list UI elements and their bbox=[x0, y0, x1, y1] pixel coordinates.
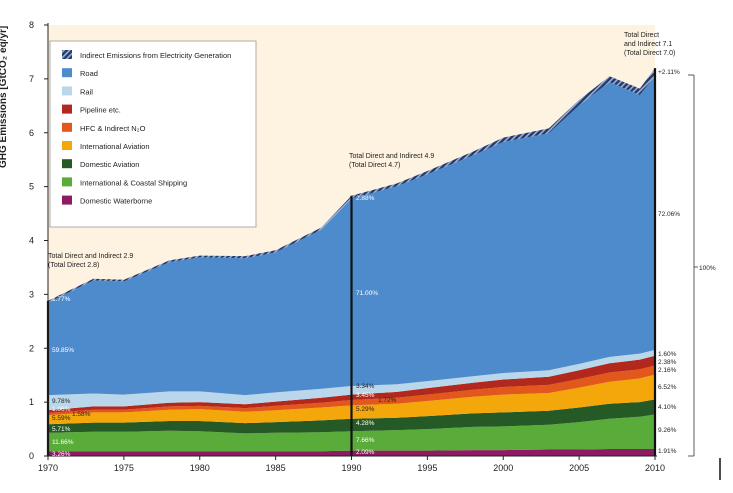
pct-1970-shipping: 11.66% bbox=[52, 439, 74, 446]
legend-label: Indirect Emissions from Electricity Gene… bbox=[80, 51, 231, 60]
legend-label: Road bbox=[80, 69, 98, 78]
area-domestic-aviation bbox=[48, 399, 655, 434]
y-tick-label: 2 bbox=[29, 343, 34, 353]
pct-2010-pipeline: 2.38% bbox=[658, 359, 677, 366]
legend-label: Rail bbox=[80, 87, 93, 96]
legend-label: Domestic Aviation bbox=[80, 160, 139, 169]
pct-1990-shipping: 7.66% bbox=[356, 437, 375, 444]
pct-1990-waterborne: 2.09% bbox=[356, 449, 375, 456]
legend-swatch bbox=[62, 177, 72, 187]
pct-1970-dom-aviation: 5.71% bbox=[52, 426, 71, 433]
legend-swatch bbox=[62, 159, 72, 169]
pct-1970-road: 59.85% bbox=[52, 347, 74, 354]
legend-label: International & Coastal Shipping bbox=[80, 178, 187, 187]
annotation-1970: Total Direct and Indirect 2.9 (Total Dir… bbox=[48, 253, 133, 269]
legend-box bbox=[49, 40, 257, 228]
legend-swatch bbox=[62, 141, 72, 150]
area-international-aviation bbox=[48, 374, 655, 425]
pct-2010-intl-aviation: 6.52% bbox=[658, 384, 677, 391]
pct-1970-pipeline: 1.06% bbox=[52, 406, 71, 413]
y-tick-label: 0 bbox=[29, 451, 34, 461]
pct-2010-road: 72.06% bbox=[658, 211, 680, 218]
pct-1990-indirect: 2.88% bbox=[356, 195, 375, 202]
x-tick-label: 1980 bbox=[190, 463, 210, 473]
pct-2010-indirect: +2.11% bbox=[658, 69, 680, 76]
pct-1990-dom-aviation: 4.28% bbox=[356, 420, 375, 427]
legend-label: International Aviation bbox=[80, 142, 150, 151]
pct-1990-road: 71.00% bbox=[356, 290, 378, 297]
pct-1970-indirect: 1.77% bbox=[52, 296, 71, 303]
y-tick-label: 6 bbox=[29, 128, 34, 138]
pct-1990-hfc: 1.72% bbox=[378, 397, 397, 404]
y-tick-label: 4 bbox=[29, 236, 34, 246]
annotation-2010-line3: (Total Direct 7.0) bbox=[624, 50, 675, 57]
pct-2010-hfc: 2.16% bbox=[658, 367, 677, 374]
legend-swatch bbox=[62, 86, 72, 96]
pct-1970-waterborne: 3.26% bbox=[52, 451, 71, 458]
pct-2010-rail: 1.60% bbox=[658, 351, 677, 358]
legend-swatch bbox=[62, 122, 72, 132]
annotation-1970-line1: Total Direct and Indirect 2.9 bbox=[48, 253, 133, 260]
y-tick-label: 7 bbox=[29, 74, 34, 84]
total-bracket: 100% bbox=[688, 74, 716, 457]
area-rail bbox=[48, 349, 655, 411]
area-pipeline-etc bbox=[48, 355, 655, 413]
x-tick-label: 1995 bbox=[417, 463, 437, 473]
pct-2010-waterborne: 1.91% bbox=[658, 448, 677, 455]
x-tick-label: 2000 bbox=[493, 463, 513, 473]
y-axis-label: GHG Emissions [GtCO₂ eq/yr] bbox=[0, 26, 9, 168]
area-indirect-emissions-from-electricity-generation bbox=[48, 68, 655, 303]
legend-label: Domestic Waterborne bbox=[80, 197, 152, 206]
pct-2010-shipping: 9.26% bbox=[658, 427, 677, 434]
x-tick-label: 1990 bbox=[341, 463, 361, 473]
annotation-2010-line2: and Indirect 7.1 bbox=[624, 41, 672, 48]
annotation-1990: Total Direct and Indirect 4.9 (Total Dir… bbox=[349, 153, 434, 169]
y-tick-label: 3 bbox=[29, 289, 34, 299]
percent-labels-1990: 2.88% 71.00% 3.34% 3.45% 1.72% 5.29% 4.2… bbox=[356, 195, 397, 456]
legend-swatch bbox=[62, 50, 72, 59]
pct-2010-dom-aviation: 4.10% bbox=[658, 404, 677, 411]
x-tick-label: 1985 bbox=[266, 463, 286, 473]
pct-1970-rail: 9.78% bbox=[52, 398, 71, 405]
legend-label: Pipeline etc. bbox=[80, 106, 121, 115]
x-tick-label: 1975 bbox=[114, 463, 134, 473]
y-tick-label: 8 bbox=[29, 20, 34, 30]
pct-1970-hfc: 1.58% bbox=[72, 411, 91, 418]
annotation-1970-line2: (Total Direct 2.8) bbox=[48, 262, 99, 269]
annotation-2010-line1: Total Direct bbox=[624, 32, 659, 39]
legend-swatch bbox=[62, 104, 72, 114]
x-tick-label: 2005 bbox=[569, 463, 589, 473]
legend: Indirect Emissions from Electricity Gene… bbox=[49, 40, 257, 228]
annotation-2010: Total Direct and Indirect 7.1 (Total Dir… bbox=[624, 32, 675, 57]
pct-1970-intl-aviation: 5.59% bbox=[52, 415, 71, 422]
percent-labels-2010: +2.11% 72.06% 1.60% 2.38% 2.16% 6.52% 4.… bbox=[658, 69, 680, 455]
pct-1990-pipeline: 3.45% bbox=[356, 392, 375, 399]
x-tick-label: 1970 bbox=[38, 463, 58, 473]
x-tick-label: 2010 bbox=[645, 463, 665, 473]
y-tick-label: 1 bbox=[29, 397, 34, 407]
bracket-total-label: 100% bbox=[699, 265, 716, 272]
annotation-1990-line1: Total Direct and Indirect 4.9 bbox=[349, 153, 434, 160]
percent-labels-1970: 1.77% 59.85% 9.78% 1.06% 1.58% 5.59% 5.7… bbox=[52, 296, 91, 458]
legend-label: HFC & Indirect N₂O bbox=[80, 124, 146, 133]
annotation-1990-line2: (Total Direct 4.7) bbox=[349, 162, 400, 169]
pct-1990-intl-aviation: 5.29% bbox=[356, 406, 375, 413]
legend-swatch bbox=[62, 68, 72, 78]
legend-swatch bbox=[62, 195, 72, 205]
y-tick-label: 5 bbox=[29, 182, 34, 192]
pct-1990-rail: 3.34% bbox=[356, 383, 375, 390]
